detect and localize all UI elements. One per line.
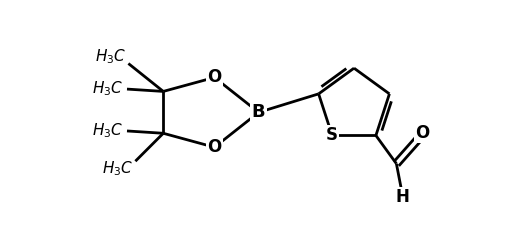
Text: S: S bbox=[326, 127, 338, 144]
Text: B: B bbox=[252, 103, 266, 121]
Text: $H_3C$: $H_3C$ bbox=[95, 47, 126, 66]
Text: O: O bbox=[207, 69, 221, 86]
Text: O: O bbox=[207, 138, 221, 156]
Text: $H_3C$: $H_3C$ bbox=[92, 80, 124, 99]
Text: $H_3C$: $H_3C$ bbox=[102, 159, 133, 178]
Text: O: O bbox=[415, 124, 429, 142]
Text: $H_3C$: $H_3C$ bbox=[92, 122, 124, 140]
Text: H: H bbox=[395, 188, 409, 206]
